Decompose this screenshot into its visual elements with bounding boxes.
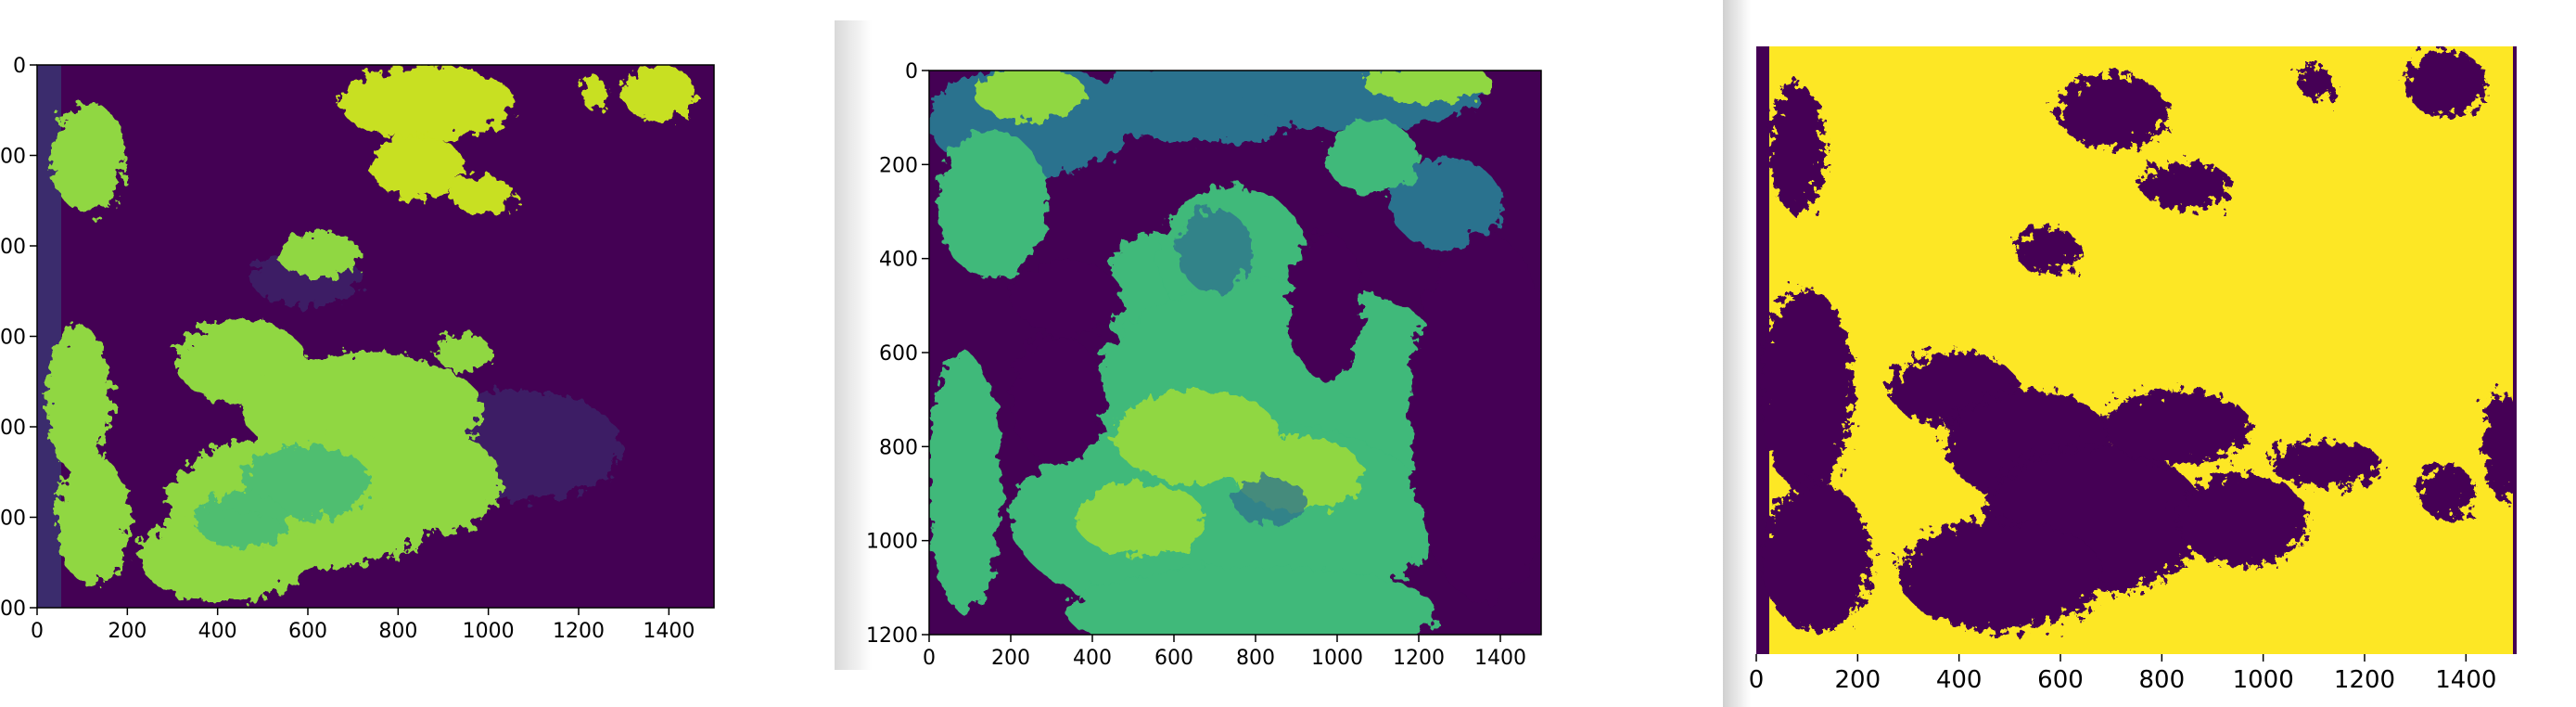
chart-3-x-tick-label: 0 bbox=[1749, 666, 1765, 694]
chart-2-y-tick-label: 1200 bbox=[866, 624, 918, 648]
chart-1-y-tick-label: 00 bbox=[0, 145, 26, 168]
chart-1-y-tick-label: 00 bbox=[0, 598, 26, 621]
chart-2-x-tick-label: 200 bbox=[991, 647, 1030, 670]
chart-3-x-tick-label: 200 bbox=[1835, 666, 1881, 694]
chart-1-x-tick-label: 200 bbox=[108, 620, 147, 643]
chart-2-x-tick-label: 400 bbox=[1073, 647, 1112, 670]
chart-panel-2: 0 200 400 600 800 1000 1200 1400 0 200 400 600 800 1… bbox=[835, 0, 1651, 707]
chart-1-x-tick-label: 0 bbox=[31, 620, 44, 643]
chart-1-y-tick-label: 00 bbox=[0, 417, 26, 440]
chart-1-y-tick-label: 00 bbox=[0, 236, 26, 259]
chart-3-page-shadow bbox=[1723, 0, 1751, 707]
chart-1-y-tick-label: 0 bbox=[13, 55, 26, 78]
chart-2-y-tick-label: 800 bbox=[879, 436, 918, 459]
chart-2-y-tick-label: 600 bbox=[879, 342, 918, 366]
chart-3-svg: 0 200 400 600 800 1000 1200 1400 bbox=[1723, 0, 2576, 707]
chart-panel-3: 0 200 400 600 800 1000 1200 1400 bbox=[1723, 0, 2576, 707]
chart-1-x-tick-label: 400 bbox=[198, 620, 237, 643]
chart-3-x-tick-label: 1200 bbox=[2334, 666, 2395, 694]
chart-2-x-tick-label: 1200 bbox=[1393, 647, 1445, 670]
chart-3-x-tick-label: 800 bbox=[2139, 666, 2186, 694]
chart-1-x-tick-label: 600 bbox=[288, 620, 327, 643]
chart-2-y-tick-label: 1000 bbox=[866, 531, 918, 554]
chart-1-x-tick-label: 1000 bbox=[463, 620, 515, 643]
chart-1-x-tick-label: 800 bbox=[378, 620, 417, 643]
chart-1-x-tick-label: 1400 bbox=[643, 620, 695, 643]
chart-2-page-shadow bbox=[835, 20, 872, 670]
chart-3-x-tick-label: 400 bbox=[1936, 666, 1983, 694]
chart-1-x-tick-label: 1200 bbox=[553, 620, 605, 643]
chart-2-svg: 0 200 400 600 800 1000 1200 1400 0 200 400 600 800 1… bbox=[835, 0, 1651, 707]
chart-1-y-tick-label: 00 bbox=[0, 326, 26, 349]
chart-3-x-tick-label: 600 bbox=[2037, 666, 2084, 694]
chart-3-x-tick-label: 1400 bbox=[2435, 666, 2496, 694]
chart-2-x-tick-label: 1400 bbox=[1474, 647, 1526, 670]
chart-2-x-tick-label: 1000 bbox=[1311, 647, 1363, 670]
chart-2-y-tick-label: 400 bbox=[879, 249, 918, 272]
chart-2-x-tick-label: 600 bbox=[1154, 647, 1193, 670]
chart-1-y-tick-label: 00 bbox=[0, 507, 26, 530]
chart-panel-1: 0 200 400 600 800 1000 1200 1400 0 00 00 00 00 00 00 bbox=[0, 0, 816, 707]
chart-3-x-tick-label: 1000 bbox=[2233, 666, 2294, 694]
chart-2-x-tick-label: 800 bbox=[1236, 647, 1275, 670]
chart-2-x-tick-label: 0 bbox=[923, 647, 936, 670]
chart-2-y-tick-label: 200 bbox=[879, 154, 918, 177]
chart-2-y-tick-label: 0 bbox=[905, 60, 918, 84]
